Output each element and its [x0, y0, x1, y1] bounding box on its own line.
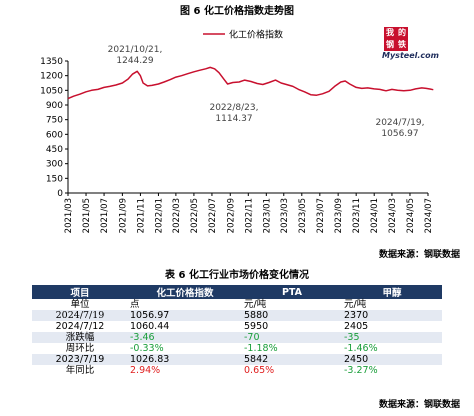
table-cell: -35 — [342, 332, 442, 343]
table-cell: -1.46% — [344, 343, 378, 354]
series-line-化工价格指数 — [67, 66, 434, 100]
x-tick-label: 2023/05 — [298, 198, 308, 233]
table-row: 年同比 2.94% 0.65% -3.27% — [32, 365, 442, 376]
x-tick-label: 2022/05 — [190, 198, 200, 233]
mysteel-logo: 我 的 钢 铁 Mysteel.com — [382, 27, 439, 63]
table-cell: 1056.97 — [128, 310, 242, 321]
x-tick-label: 2023/09 — [334, 198, 344, 233]
x-tick-label: 2022/03 — [172, 198, 182, 233]
table-cell: -0.33% — [130, 343, 164, 354]
row-label-cell: 2023/7/19 — [32, 354, 128, 365]
data-annotation-label: 2022/8/23, — [209, 103, 258, 113]
table-cell: 元/吨 — [344, 299, 367, 310]
table-header-cell: PTA — [242, 285, 342, 299]
y-tick-label: 750 — [46, 116, 63, 126]
table-header-cell: 化工价格指数 — [128, 285, 242, 299]
data-annotation-label: 2024/7/19, — [375, 118, 424, 128]
x-tick-label: 2022/07 — [208, 198, 218, 233]
table-cell: 元/吨 — [244, 299, 267, 310]
row-label-cell: 单位 — [70, 299, 90, 310]
x-tick-label: 2022/09 — [226, 198, 236, 233]
table-cell: 1026.83 — [128, 354, 242, 365]
x-tick-label: 2022/11 — [244, 198, 254, 233]
x-tick-label: 2024/07 — [424, 198, 434, 233]
row-label-cell: 2024/7/12 — [55, 321, 105, 332]
y-tick-label: 600 — [46, 130, 63, 140]
logo-char: 铁 — [396, 39, 408, 51]
x-tick-label: 2021/05 — [82, 198, 92, 233]
x-tick-label: 2024/05 — [406, 198, 416, 233]
legend-label: 化工价格指数 — [229, 29, 283, 41]
table-cell: 5842 — [242, 354, 342, 365]
table-cell: 2405 — [344, 321, 369, 332]
table-row: 2023/7/19 1026.83 5842 2450 — [32, 354, 442, 365]
table-cell: 点 — [130, 299, 140, 310]
figure-source: 数据来源：钢联数据 — [378, 250, 460, 260]
y-tick-label: 0 — [57, 189, 63, 199]
logo-char: 钢 — [384, 39, 396, 51]
data-annotation-label: 1114.37 — [215, 114, 252, 124]
market-price-table: 项目 化工价格指数 PTA 甲醇 单位点元/吨 元/吨 2024/7/19 1056.… — [32, 285, 442, 376]
table-cell: 2370 — [342, 310, 442, 321]
y-tick-label: 450 — [46, 145, 63, 155]
x-tick-label: 2023/11 — [352, 198, 362, 233]
table-cell: 2.94% — [130, 365, 161, 376]
table-cell: -70 — [242, 332, 342, 343]
table-cell: 5880 — [242, 310, 342, 321]
x-tick-label: 2023/07 — [316, 198, 326, 233]
table-row: 单位 点 元/吨 元/吨 — [32, 299, 442, 310]
row-label-cell: 2024/7/19 — [32, 310, 128, 321]
figure-title: 图 6 化工价格指数走势图 — [180, 6, 294, 17]
table-title: 表 6 化工行业市场价格变化情况 — [165, 270, 309, 281]
y-tick-label: 900 — [46, 101, 63, 111]
x-tick-label: 2021/11 — [136, 198, 146, 233]
table-source: 数据来源：钢联数据 — [378, 400, 460, 410]
table-cell: 0.65% — [244, 365, 275, 376]
row-label-cell: 涨跌幅 — [32, 332, 128, 343]
y-tick-label: 150 — [46, 174, 63, 184]
y-tick-label: 1200 — [40, 72, 63, 82]
table-cell: -1.18% — [244, 343, 278, 354]
logo-char: 我 — [384, 27, 396, 39]
logo-subtext: Mysteel.com — [382, 51, 439, 60]
data-annotation-label: 1056.97 — [381, 129, 418, 139]
x-tick-label: 2023/03 — [280, 198, 290, 233]
y-tick-label: 300 — [46, 160, 63, 170]
table-header-cell: 甲醇 — [342, 285, 442, 299]
table-header-cell: 项目 — [32, 285, 128, 299]
x-tick-label: 2024/03 — [388, 198, 398, 233]
x-tick-label: 2024/01 — [370, 198, 380, 233]
row-label-cell: 年同比 — [65, 365, 95, 376]
table-row: 周环比 -0.33% -1.18% -1.46% — [32, 343, 442, 354]
data-annotation-label: 1244.29 — [116, 56, 153, 66]
row-label-cell: 周环比 — [65, 343, 95, 354]
table-cell: 2450 — [342, 354, 442, 365]
table-header-row: 项目 化工价格指数 PTA 甲醇 — [32, 285, 442, 299]
x-tick-label: 2021/03 — [64, 198, 74, 233]
x-tick-label: 2023/01 — [262, 198, 272, 233]
line-chart: 0 150 300 450 600 750 900 1050 1200 1350 2021/03 20… — [40, 29, 434, 234]
table-row: 涨跌幅 -3.46 -70 -35 — [32, 332, 442, 343]
table-row: 2024/7/12 1060.44 5950 2405 — [32, 321, 442, 332]
table-cell: 5950 — [244, 321, 269, 332]
table-cell: -3.46 — [128, 332, 242, 343]
x-tick-label: 2021/07 — [100, 198, 110, 233]
y-tick-label: 1350 — [40, 57, 63, 67]
y-tick-label: 1050 — [40, 86, 63, 96]
x-tick-label: 2021/09 — [118, 198, 128, 233]
table-cell: -3.27% — [344, 365, 378, 376]
data-annotation-label: 2021/10/21, — [108, 45, 163, 55]
table-cell: 1060.44 — [130, 321, 170, 332]
logo-char: 的 — [396, 27, 408, 39]
table-row: 2024/7/19 1056.97 5880 2370 — [32, 310, 442, 321]
x-tick-label: 2022/01 — [154, 198, 164, 233]
